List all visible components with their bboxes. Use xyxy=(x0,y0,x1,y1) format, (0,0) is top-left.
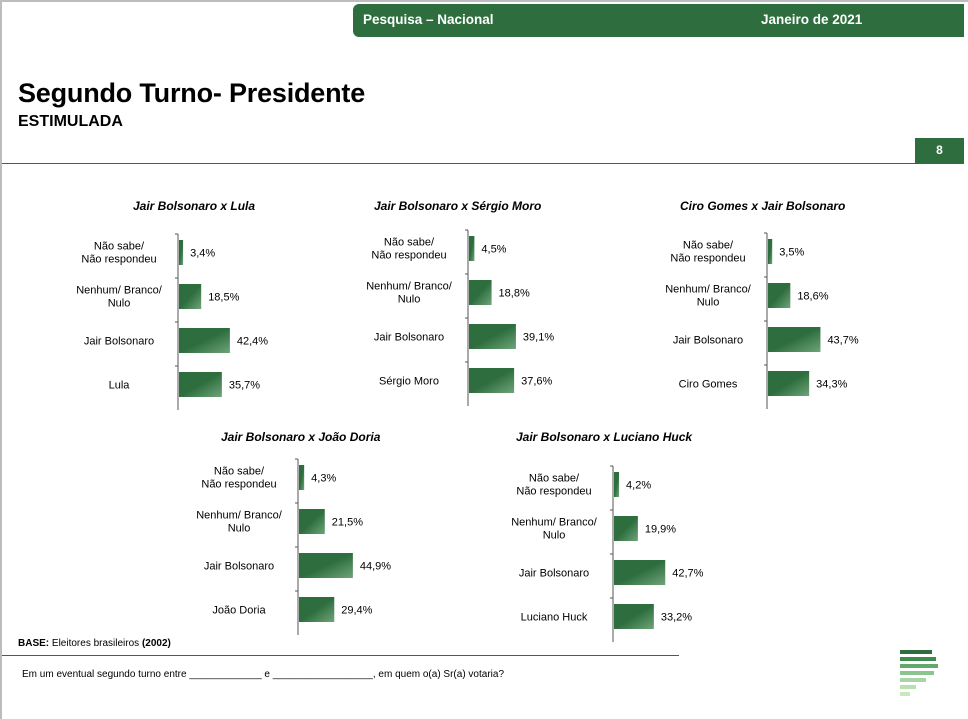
brand-logo-icon xyxy=(900,650,938,696)
chart-4-title: Jair Bolsonaro x João Doria xyxy=(221,430,381,444)
data-label: 43,7% xyxy=(827,335,858,347)
survey-question: Em um eventual segundo turno entre _____… xyxy=(22,669,505,680)
base-text: Eleitores brasileiros xyxy=(51,638,140,649)
page-subtitle: ESTIMULADA xyxy=(18,113,123,130)
data-label: 39,1% xyxy=(523,332,554,344)
survey-label: Pesquisa – Nacional xyxy=(363,12,494,27)
data-label: 37,6% xyxy=(521,376,552,388)
category-label: Jair Bolsonaro xyxy=(374,332,444,344)
bar xyxy=(299,553,353,578)
chart-4: 4,3% Não sabe/Não respondeu 21,5% Nenhum/ B… xyxy=(196,458,391,635)
data-label: 18,8% xyxy=(499,288,530,300)
chart-3-title: Ciro Gomes x Jair Bolsonaro xyxy=(680,199,846,213)
category-label: Luciano Huck xyxy=(521,612,588,624)
chart-1: 3,4% Não sabe/Não respondeu 18,5% Nenhum/ B… xyxy=(76,233,268,410)
chart-5: 4,2% Não sabe/Não respondeu 19,9% Nenhum/ B… xyxy=(511,465,704,642)
chart-1-title: Jair Bolsonaro x Lula xyxy=(133,199,256,213)
category-label: Nenhum/ Branco/Nulo xyxy=(76,285,163,310)
category-label: Ciro Gomes xyxy=(679,379,738,391)
bar xyxy=(614,516,638,541)
bar xyxy=(768,371,810,396)
category-label: Jair Bolsonaro xyxy=(84,336,154,348)
bar xyxy=(768,239,773,264)
base-label: BASE: xyxy=(18,638,50,649)
data-label: 35,7% xyxy=(229,380,260,392)
category-label: Nenhum/ Branco/Nulo xyxy=(366,281,453,306)
bar xyxy=(614,560,666,585)
category-label: Jair Bolsonaro xyxy=(519,568,589,580)
category-label: João Doria xyxy=(212,605,266,617)
page-number: 8 xyxy=(915,138,964,163)
bar xyxy=(179,284,202,309)
data-label: 4,3% xyxy=(311,473,336,485)
data-label: 42,7% xyxy=(672,568,703,580)
header-banner: Pesquisa – Nacional Janeiro de 2021 xyxy=(353,4,964,37)
category-label: Sérgio Moro xyxy=(379,376,439,388)
bar xyxy=(768,283,791,308)
bar xyxy=(179,328,230,353)
page-frame-left xyxy=(0,0,2,719)
bar xyxy=(179,240,184,265)
data-label: 4,2% xyxy=(626,480,651,492)
category-label: Nenhum/ Branco/Nulo xyxy=(665,284,752,309)
data-label: 44,9% xyxy=(360,561,391,573)
category-label: Nenhum/ Branco/Nulo xyxy=(511,517,598,542)
page-title: Segundo Turno- Presidente xyxy=(18,78,366,108)
bar xyxy=(299,509,325,534)
category-label: Não sabe/Não respondeu xyxy=(516,473,591,498)
chart-3: 3,5% Não sabe/Não respondeu 18,6% Nenhum/ B… xyxy=(665,232,859,409)
data-label: 21,5% xyxy=(332,517,363,529)
category-label: Não sabe/Não respondeu xyxy=(201,466,276,491)
data-label: 4,5% xyxy=(481,244,506,256)
bar xyxy=(179,372,222,397)
bar xyxy=(614,472,620,497)
bar xyxy=(469,368,515,393)
data-label: 18,6% xyxy=(797,291,828,303)
bar xyxy=(469,280,492,305)
bar xyxy=(614,604,654,629)
data-label: 34,3% xyxy=(816,379,847,391)
category-label: Jair Bolsonaro xyxy=(673,335,743,347)
data-label: 3,4% xyxy=(190,248,215,260)
chart-5-title: Jair Bolsonaro x Luciano Huck xyxy=(516,430,693,444)
chart-2-title: Jair Bolsonaro x Sérgio Moro xyxy=(374,199,542,213)
bar xyxy=(768,327,821,352)
category-label: Jair Bolsonaro xyxy=(204,561,274,573)
data-label: 33,2% xyxy=(661,612,692,624)
date-label: Janeiro de 2021 xyxy=(761,12,863,27)
data-label: 42,4% xyxy=(237,336,268,348)
base-count: (2002) xyxy=(141,638,171,649)
data-label: 3,5% xyxy=(779,247,804,259)
category-label: Não sabe/Não respondeu xyxy=(670,240,745,265)
category-label: Lula xyxy=(109,380,131,392)
category-label: Não sabe/Não respondeu xyxy=(371,237,446,262)
bar xyxy=(469,236,475,261)
bar xyxy=(469,324,516,349)
category-label: Não sabe/Não respondeu xyxy=(81,241,156,266)
bar xyxy=(299,597,335,622)
chart-2: 4,5% Não sabe/Não respondeu 18,8% Nenhum/ B… xyxy=(366,229,554,406)
category-label: Nenhum/ Branco/Nulo xyxy=(196,510,283,535)
bar xyxy=(299,465,305,490)
page-frame-top xyxy=(0,0,968,2)
footer-divider xyxy=(2,655,679,656)
data-label: 19,9% xyxy=(645,524,676,536)
data-label: 29,4% xyxy=(341,605,372,617)
header-divider xyxy=(2,163,964,164)
data-label: 18,5% xyxy=(208,292,239,304)
base-note: BASE: Eleitores brasileiros (2002) xyxy=(18,638,171,649)
